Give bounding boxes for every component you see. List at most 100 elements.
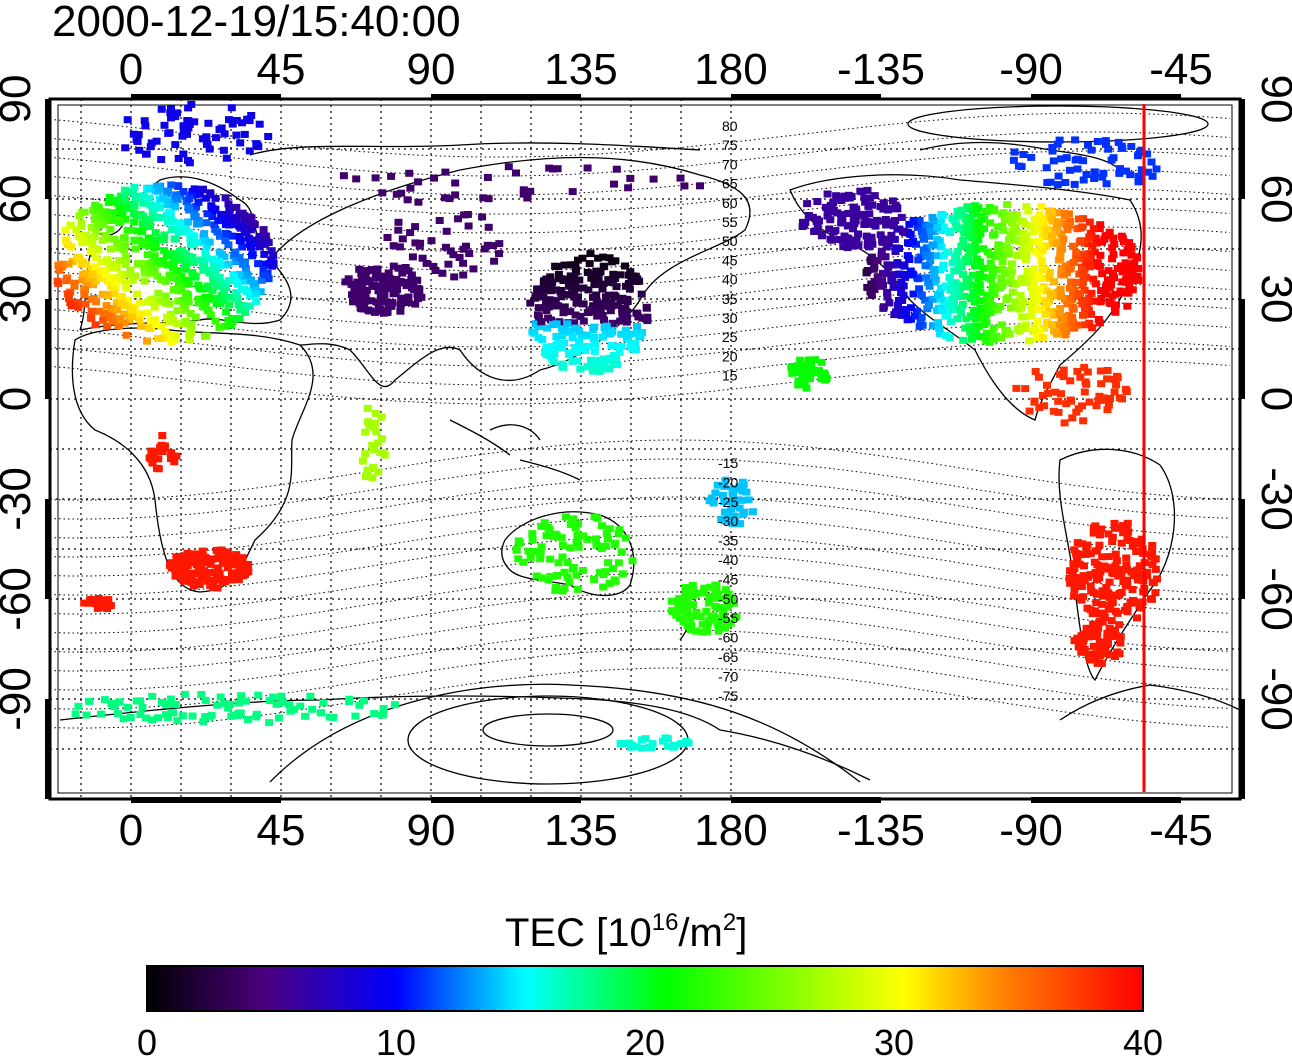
tec-pixel [553, 165, 562, 173]
tec-pixel [1031, 368, 1040, 375]
tec-pixel [958, 300, 967, 308]
tec-pixel [296, 702, 305, 710]
tec-pixel [99, 316, 108, 324]
tec-pixel [55, 266, 64, 274]
tec-pixel [713, 604, 722, 612]
tec-pixel [596, 308, 605, 316]
tec-pixel [180, 223, 189, 231]
tec-pixel [953, 258, 962, 266]
tec-pixel [160, 247, 169, 255]
tec-pixel [372, 273, 380, 281]
tec-pixel [479, 194, 488, 202]
tec-pixel [202, 194, 211, 202]
tec-pixel [702, 608, 711, 615]
tec-pixel [860, 194, 869, 202]
tec-pixel [705, 593, 714, 600]
tec-pixel [1046, 290, 1055, 298]
tec-pixel [1030, 279, 1039, 287]
tec-pixel [201, 301, 210, 308]
tec-pixel [181, 317, 190, 325]
tec-pixel [554, 270, 563, 278]
tec-pixel [187, 320, 196, 328]
contour-label: 80 [722, 118, 738, 134]
tec-pixel [95, 603, 104, 611]
tec-pixel [123, 271, 132, 279]
tec-pixel [537, 543, 546, 551]
tec-pixel [721, 586, 730, 594]
tec-pixel [1029, 228, 1038, 236]
tec-pixel [232, 551, 241, 559]
tec-pixel [728, 520, 737, 528]
tec-pixel [603, 535, 612, 543]
tec-pixel [382, 298, 391, 306]
tec-pixel [554, 559, 563, 567]
tec-pixel [440, 194, 449, 202]
latitude-tick-label: 90 [0, 75, 40, 124]
tec-pixel [252, 710, 261, 718]
tec-pixel [568, 188, 577, 196]
tec-pixel [571, 344, 580, 351]
tec-pixel [1006, 231, 1015, 239]
tec-pixel [618, 570, 627, 578]
tec-pixel [648, 740, 657, 748]
tec-pixel [560, 261, 569, 269]
contour-label: 35 [722, 291, 738, 307]
tec-pixel [1011, 298, 1020, 306]
tec-pixel [1007, 268, 1016, 276]
tec-pixel [155, 185, 164, 193]
tec-pixel [371, 308, 379, 316]
longitude-tick-label: 90 [407, 806, 456, 855]
tec-pixel [178, 712, 187, 720]
tec-pixel [715, 616, 724, 624]
tec-pixel [306, 692, 315, 700]
tec-pixel [208, 274, 217, 282]
tec-pixel [352, 175, 361, 183]
tec-pixel [1098, 618, 1107, 626]
tec-pixel [536, 555, 545, 563]
tec-pixel [369, 443, 377, 451]
tec-pixel [169, 316, 177, 324]
tec-pixel [1053, 181, 1062, 189]
tec-pixel [231, 248, 240, 256]
tec-pixel [980, 321, 989, 329]
tec-pixel [982, 337, 991, 345]
longitude-tick-label: -135 [837, 806, 925, 855]
tec-pixel [1117, 539, 1126, 547]
tec-pixel [885, 205, 894, 213]
tec-pixel [150, 265, 159, 273]
tec-pixel [123, 116, 132, 124]
tec-pixel [589, 302, 598, 310]
tec-pixel [133, 290, 141, 298]
tec-pixel [972, 295, 980, 303]
tec-pixel [80, 208, 89, 216]
tec-pixel [691, 627, 700, 635]
tec-pixel [616, 271, 625, 279]
tec-pixel [392, 190, 401, 198]
tec-pixel [831, 227, 840, 235]
tec-pixel [1118, 395, 1126, 403]
tec-pixel [239, 302, 248, 310]
tec-pixel [1072, 574, 1081, 582]
tec-pixel [576, 365, 585, 373]
tec-pixel [374, 439, 383, 447]
tec-pixel [1086, 582, 1095, 590]
tec-pixel [235, 222, 244, 230]
tec-pixel [688, 581, 697, 589]
tec-pixel [225, 206, 234, 213]
tec-pixel [91, 263, 100, 270]
tec-pixel [398, 235, 407, 243]
tec-pixel [202, 332, 211, 340]
tec-pixel [1110, 388, 1119, 396]
tec-pixel [939, 263, 947, 271]
tec-pixel [636, 333, 645, 341]
tec-pixel [88, 240, 97, 248]
tec-pixel [614, 301, 623, 309]
tec-pixel [579, 284, 588, 292]
tec-pixel [562, 291, 570, 299]
tec-pixel [568, 516, 577, 524]
tec-pixel [542, 307, 551, 314]
tec-pixel [122, 284, 131, 291]
longitude-tick-label: 0 [119, 806, 143, 855]
tec-pixel [959, 336, 968, 344]
tec-pixel [1081, 306, 1090, 314]
